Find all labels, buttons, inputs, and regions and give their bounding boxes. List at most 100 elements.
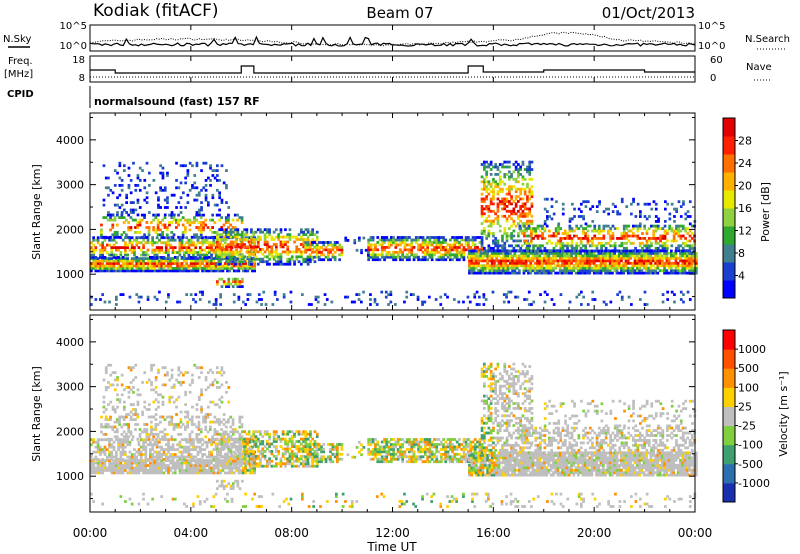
range-cell	[256, 257, 260, 261]
range-cell	[189, 259, 193, 263]
range-cell	[688, 215, 692, 218]
range-cell	[187, 241, 191, 245]
range-cell	[595, 259, 598, 263]
range-cell	[144, 440, 148, 444]
range-cell	[192, 256, 195, 259]
range-cell	[561, 241, 565, 245]
range-cell	[259, 238, 262, 241]
range-cell	[526, 244, 529, 248]
range-cell	[149, 453, 152, 456]
range-cell	[455, 236, 459, 239]
range-cell	[525, 229, 528, 233]
range-cell	[611, 237, 615, 240]
range-cell	[485, 207, 488, 211]
range-cell	[371, 253, 375, 257]
range-cell	[539, 229, 542, 233]
range-cell	[561, 271, 564, 275]
range-cell	[178, 466, 182, 470]
range-cell	[675, 246, 678, 250]
range-cell	[573, 229, 576, 233]
range-cell	[480, 200, 484, 203]
range-cell	[94, 269, 98, 273]
range-cell	[121, 453, 125, 456]
range-cell	[223, 471, 227, 475]
range-cell	[236, 218, 239, 222]
range-cell	[636, 224, 640, 228]
range-cell	[231, 280, 235, 283]
range-cell	[233, 233, 237, 237]
range-cell	[626, 261, 630, 265]
range-cell	[94, 264, 98, 268]
range-cell	[508, 175, 511, 179]
range-cell	[178, 251, 182, 254]
range-cell	[333, 258, 337, 262]
range-cell	[663, 224, 667, 228]
range-cell	[552, 261, 555, 265]
range-cell	[160, 248, 163, 252]
range-cell	[383, 248, 386, 252]
range-cell	[541, 232, 544, 235]
range-cell	[201, 236, 204, 240]
range-cell	[439, 248, 443, 252]
range-cell	[196, 464, 200, 467]
range-cell	[284, 250, 287, 254]
range-cell	[153, 269, 157, 273]
range-cell	[144, 461, 148, 465]
range-cell	[324, 246, 328, 249]
range-cell	[492, 195, 495, 198]
range-cell	[618, 244, 622, 248]
range-cell	[90, 241, 93, 245]
range-cell	[566, 246, 569, 250]
range-cell	[193, 186, 197, 190]
range-cell	[192, 253, 195, 257]
range-cell	[103, 445, 107, 449]
range-cell	[112, 469, 116, 472]
range-cell	[474, 256, 478, 260]
range-cell	[248, 440, 252, 444]
range-cell	[367, 258, 370, 262]
range-cell	[641, 237, 644, 240]
range-cell	[229, 223, 233, 227]
range-cell	[489, 200, 493, 203]
range-cell	[620, 254, 623, 258]
range-cell	[241, 235, 244, 239]
range-cell	[112, 238, 116, 242]
range-cell	[153, 251, 157, 254]
range-cell	[591, 244, 594, 248]
range-cell	[212, 238, 216, 242]
range-cell	[574, 259, 578, 263]
range-cell	[185, 459, 188, 462]
range-cell	[192, 443, 195, 447]
range-cell	[676, 264, 680, 268]
range-cell	[171, 267, 175, 270]
range-cell	[403, 246, 407, 249]
range-cell	[695, 259, 698, 263]
range-cell	[149, 267, 152, 270]
range-cell	[101, 264, 104, 268]
range-cell	[405, 290, 409, 294]
range-cell	[631, 254, 635, 258]
range-cell	[597, 241, 601, 245]
range-cell	[173, 471, 177, 475]
range-cell	[645, 249, 649, 253]
range-cell	[439, 295, 443, 299]
range-cell	[217, 269, 220, 273]
range-cell	[570, 246, 574, 250]
range-cell	[572, 252, 576, 255]
range-cell	[302, 238, 305, 241]
range-cell	[101, 469, 104, 472]
range-cell	[189, 243, 193, 247]
range-cell	[455, 238, 459, 242]
range-cell	[549, 271, 553, 275]
range-cell	[177, 235, 180, 239]
range-cell	[468, 259, 471, 263]
range-cell	[493, 266, 496, 270]
range-cell	[270, 238, 274, 241]
range-cell	[677, 224, 681, 228]
range-cell	[665, 249, 669, 253]
range-cell	[151, 445, 154, 449]
range-cell	[131, 435, 135, 439]
range-cell	[570, 254, 573, 258]
range-cell	[143, 430, 146, 434]
range-cell	[208, 251, 211, 254]
